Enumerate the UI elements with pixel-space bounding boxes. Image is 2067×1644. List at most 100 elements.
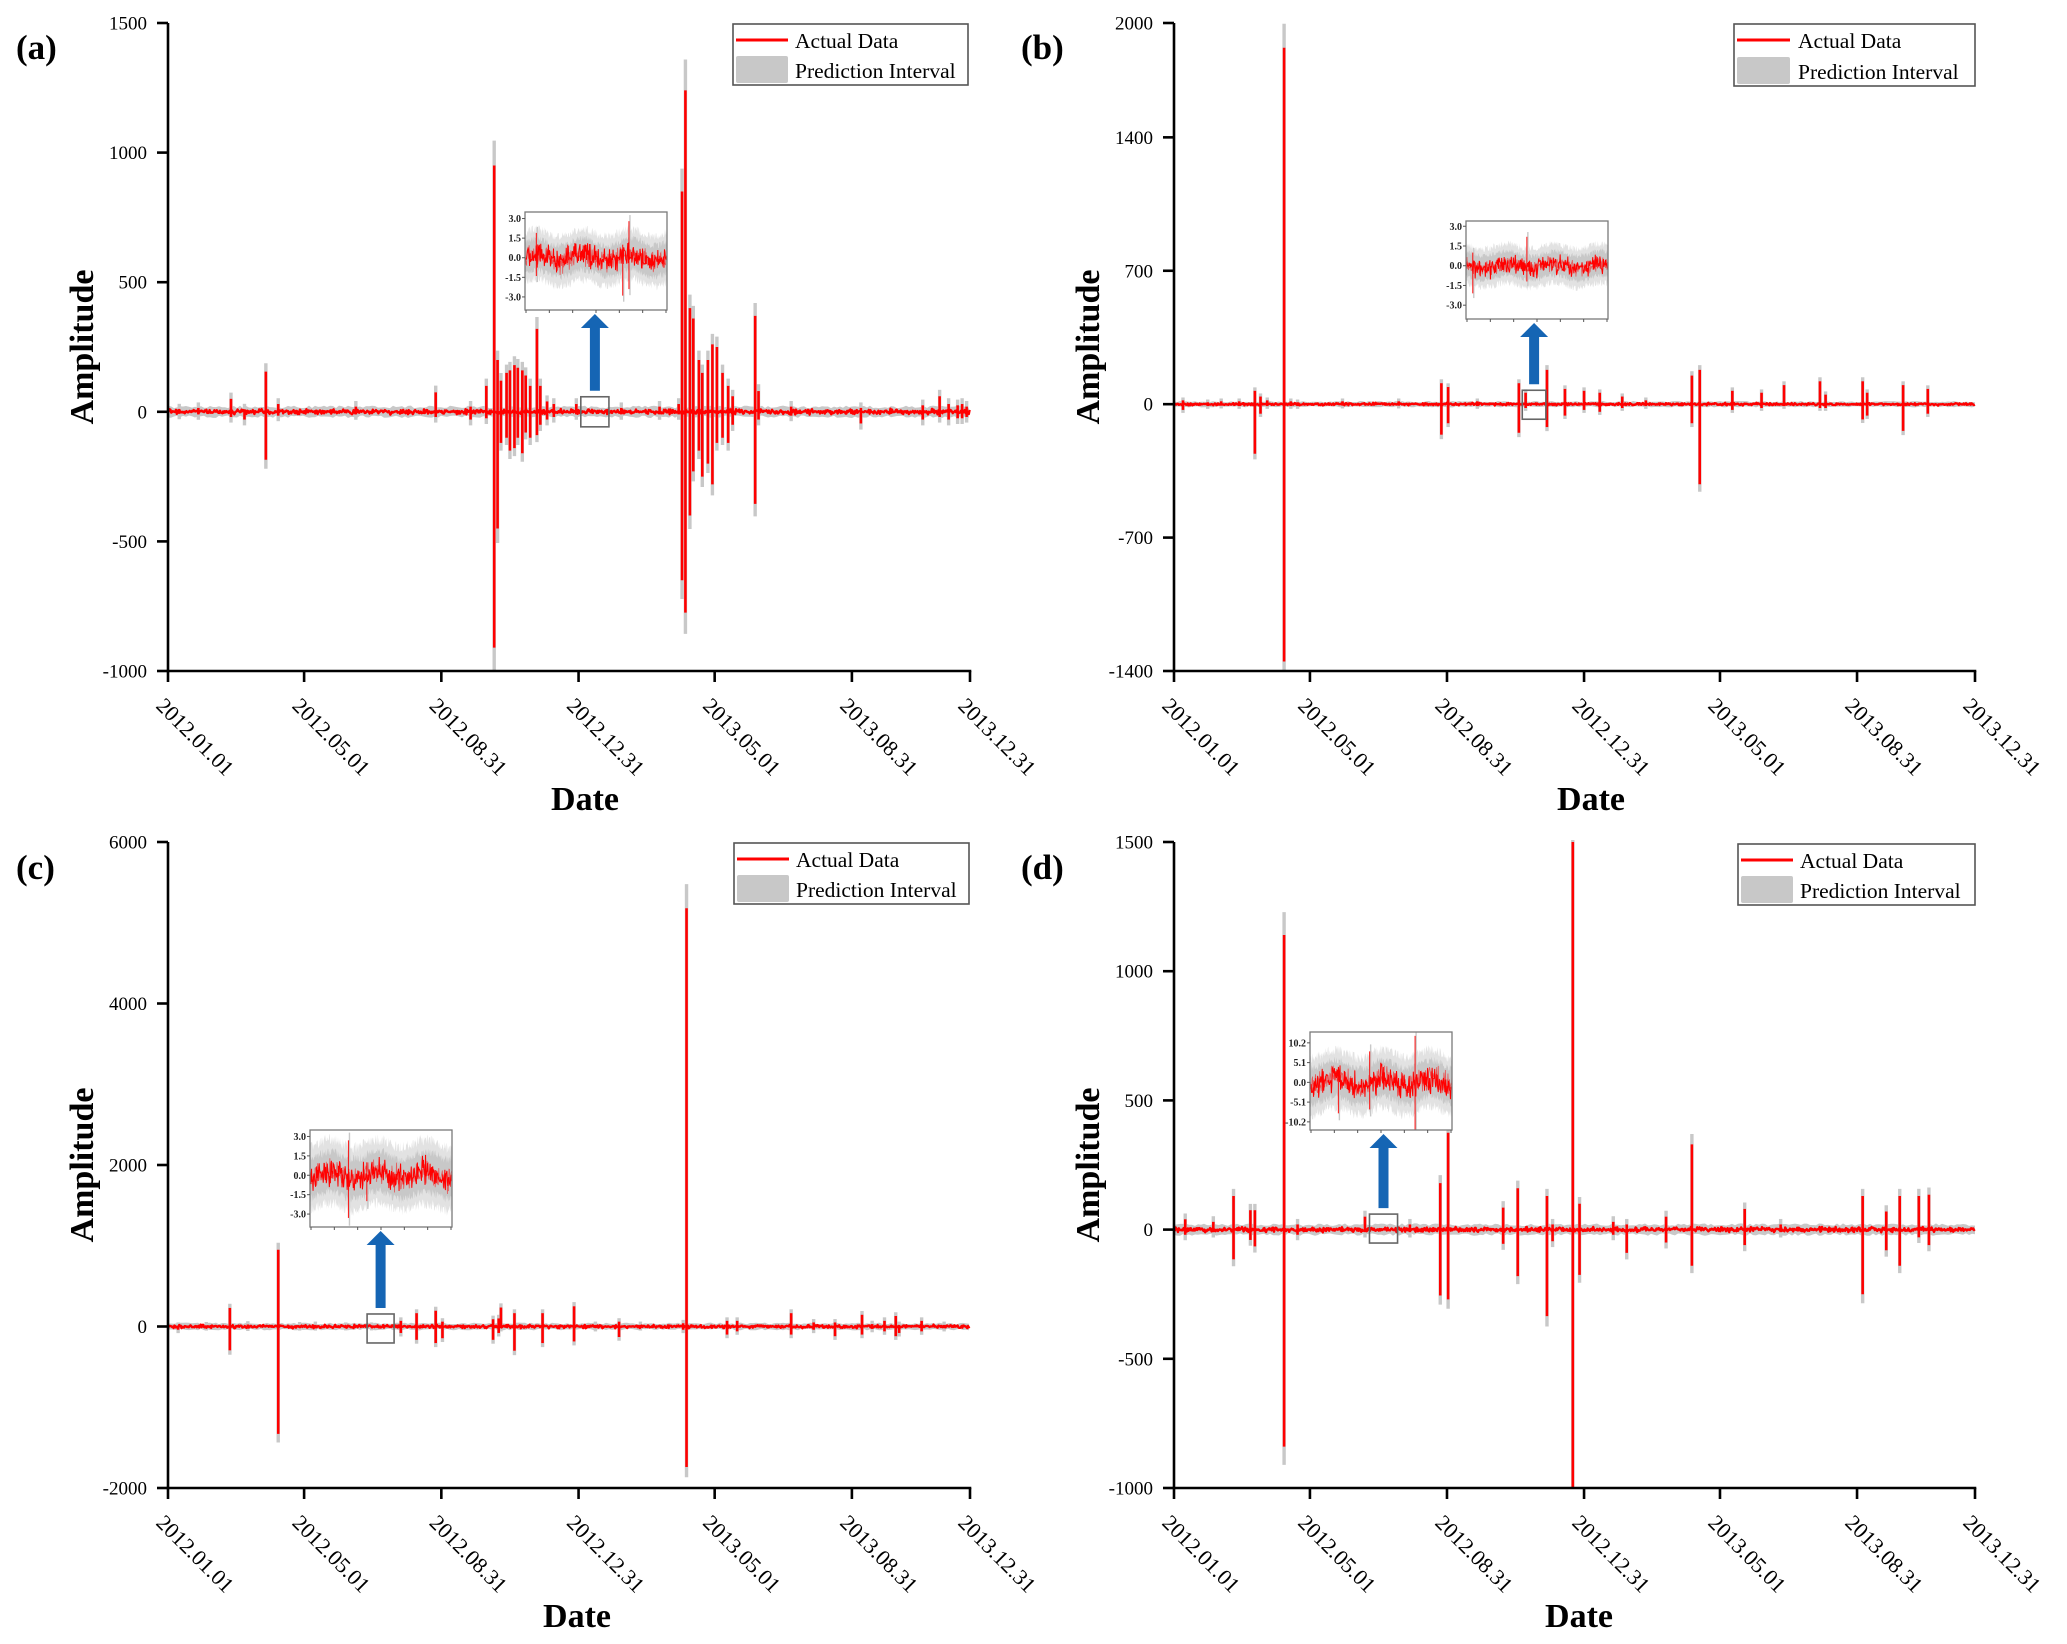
y-tick-label: 6000	[109, 833, 147, 854]
legend-label-actual: Actual Data	[1800, 849, 1904, 873]
inset-y-tick-label: 5.1	[1294, 1058, 1307, 1069]
zoom-window-box	[1368, 1213, 1399, 1244]
y-tick-label: 0	[138, 1317, 148, 1338]
y-tick-label: -1000	[1109, 1479, 1153, 1500]
plot-area	[168, 59, 971, 671]
inset-y-tick-label: -1.5	[290, 1190, 306, 1201]
inset-y-tick-label: 3.0	[294, 1132, 307, 1143]
inset-plot: 3.0 1.5 0.0 -1.5 -3.0	[505, 211, 668, 313]
inset-y-tick-label: 0.0	[1450, 261, 1463, 272]
inset-plot: 10.2 5.1 0.0 -5.1 -10.2	[1285, 1031, 1453, 1133]
y-tick-label: -2000	[103, 1479, 147, 1500]
actual-data-line	[1174, 1225, 1976, 1234]
inset-y-tick-label: -3.0	[290, 1210, 306, 1221]
legend-area-swatch-icon	[737, 875, 789, 902]
inset-y-tick-label: 3.0	[509, 214, 522, 225]
inset-actual-data-line	[525, 242, 667, 273]
inset-y-tick-label: 1.5	[1450, 242, 1463, 253]
inset-y-tick-label: 1.5	[294, 1151, 307, 1162]
inset-y-tick-label: -3.0	[1446, 301, 1462, 312]
y-tick-label: -1000	[103, 662, 147, 683]
legend-area-swatch-icon	[1737, 57, 1790, 84]
y-axis-title: Amplitude	[64, 270, 101, 425]
actual-data-line	[168, 407, 971, 416]
legend: Actual Data Prediction Interval	[1733, 23, 1976, 87]
y-tick-label: 4000	[109, 994, 147, 1015]
y-tick-label: 500	[119, 273, 148, 294]
y-tick-label: 2000	[1115, 14, 1153, 35]
legend-label-interval: Prediction Interval	[795, 59, 956, 83]
inset-actual-data-line	[1466, 254, 1608, 280]
y-tick-label: 1400	[1115, 128, 1153, 149]
zoom-window-box	[1521, 389, 1547, 421]
y-tick-label: -500	[112, 532, 147, 553]
y-tick-label: 500	[1125, 1091, 1154, 1112]
legend-area-swatch-icon	[736, 56, 788, 83]
inset-actual-data-line	[310, 1154, 452, 1192]
y-tick-label: 0	[1144, 1220, 1154, 1241]
inset-content	[1310, 1032, 1452, 1130]
inset-prediction-interval-band	[1466, 248, 1608, 283]
x-axis-title: Date	[551, 781, 619, 818]
inset-y-tick-label: -1.5	[505, 273, 521, 284]
y-tick-label: 1000	[1115, 962, 1153, 983]
y-tick-label: 0	[138, 402, 148, 423]
y-tick-label: 1000	[109, 143, 147, 164]
inset-content	[525, 215, 667, 302]
x-axis-title: Date	[1545, 1598, 1613, 1635]
legend-label-actual: Actual Data	[796, 848, 900, 872]
zoom-arrow-icon	[1369, 1134, 1398, 1209]
y-axis-title: Amplitude	[64, 1088, 101, 1243]
zoom-window-box	[366, 1313, 395, 1344]
legend: Actual Data Prediction Interval	[733, 842, 970, 905]
inset-y-tick-label: 0.0	[509, 253, 522, 264]
inset-actual-data-line	[1310, 1062, 1452, 1100]
inset-content	[310, 1132, 452, 1226]
inset-y-tick-label: 3.0	[1450, 222, 1463, 233]
y-tick-label: 700	[1125, 261, 1154, 282]
legend-label-actual: Actual Data	[1798, 29, 1902, 53]
y-axis-title: Amplitude	[1070, 270, 1107, 425]
panel-label: (a)	[16, 28, 57, 67]
inset-y-tick-label: 0.0	[1294, 1078, 1307, 1089]
inset-y-tick-label: 1.5	[509, 234, 522, 245]
plot-area	[168, 884, 971, 1478]
zoom-arrow-icon	[1520, 323, 1549, 385]
inset-y-tick-label: -1.5	[1446, 281, 1462, 292]
legend: Actual Data Prediction Interval	[1737, 843, 1976, 906]
legend-label-interval: Prediction Interval	[1798, 60, 1959, 84]
legend: Actual Data Prediction Interval	[732, 23, 969, 86]
y-tick-label: 2000	[109, 1156, 147, 1177]
inset-plot: 3.0 1.5 0.0 -1.5 -3.0	[290, 1129, 453, 1230]
zoom-arrow-icon	[580, 314, 609, 391]
legend-area-swatch-icon	[1741, 876, 1793, 903]
y-tick-label: 1500	[109, 14, 147, 35]
y-tick-label: 1500	[1115, 833, 1153, 854]
inset-plot: 3.0 1.5 0.0 -1.5 -3.0	[1446, 220, 1609, 322]
actual-data-line	[1174, 401, 1976, 407]
inset-y-tick-label: 0.0	[294, 1171, 307, 1182]
plot-area	[1174, 23, 1976, 671]
zoom-window-box	[580, 395, 610, 428]
panel-label: (b)	[1021, 28, 1064, 67]
legend-label-actual: Actual Data	[795, 29, 899, 53]
panel-label: (c)	[16, 848, 55, 887]
inset-y-tick-label: -5.1	[1290, 1098, 1306, 1109]
inset-content	[1466, 232, 1608, 299]
plot-area	[1174, 840, 1976, 1488]
x-axis-title: Date	[543, 1598, 611, 1635]
legend-label-interval: Prediction Interval	[796, 878, 957, 902]
y-tick-label: -700	[1118, 528, 1153, 549]
inset-y-tick-label: 10.2	[1289, 1038, 1307, 1049]
y-tick-label: -500	[1118, 1349, 1153, 1370]
y-tick-label: -1400	[1109, 662, 1153, 683]
panel-label: (d)	[1021, 848, 1064, 887]
inset-y-tick-label: -3.0	[505, 292, 521, 303]
zoom-arrow-icon	[366, 1231, 395, 1308]
y-tick-label: 0	[1144, 395, 1154, 416]
x-axis-title: Date	[1557, 781, 1625, 818]
inset-y-tick-label: -10.2	[1285, 1117, 1306, 1128]
legend-label-interval: Prediction Interval	[1800, 879, 1961, 903]
